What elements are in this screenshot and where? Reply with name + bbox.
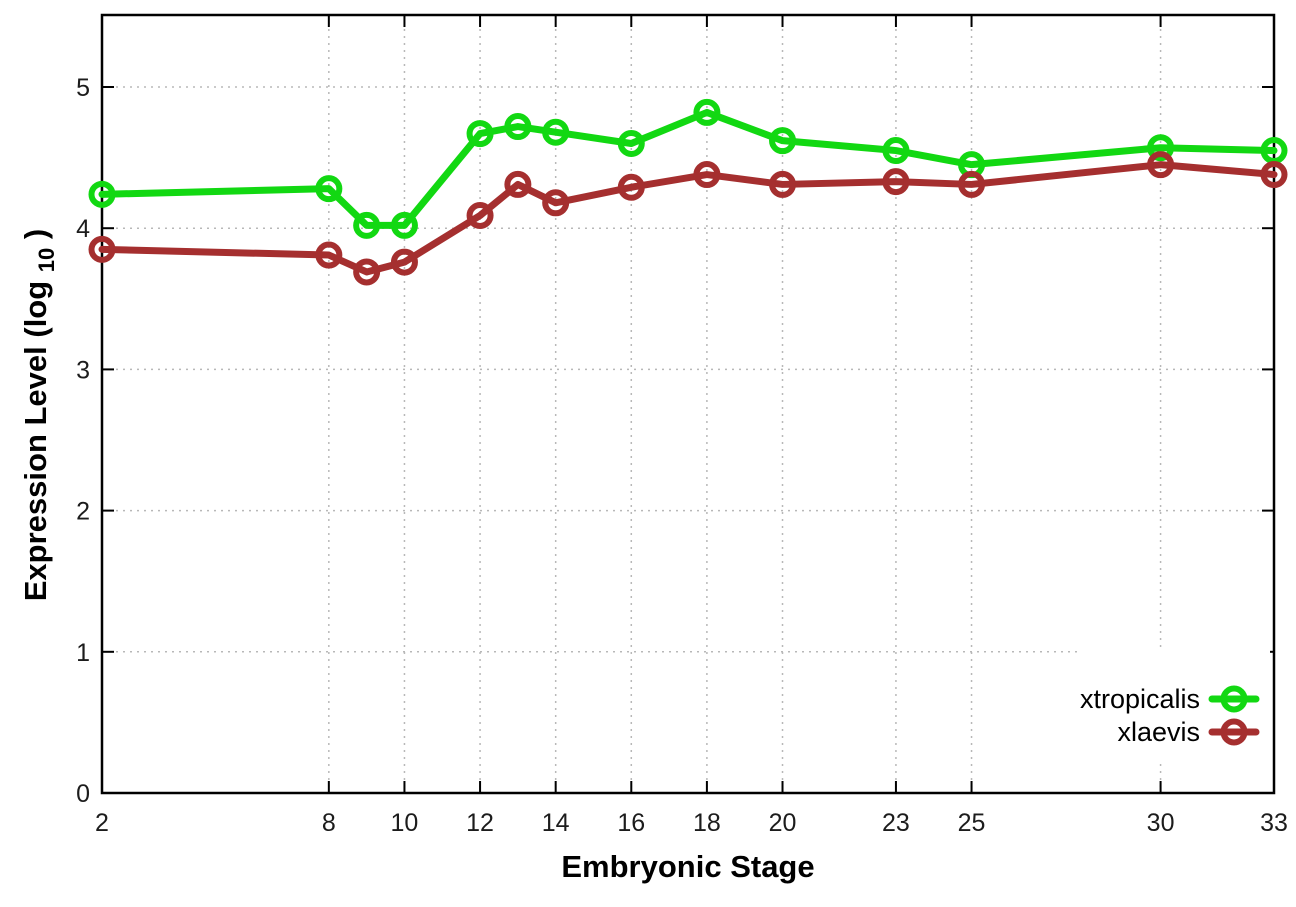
x-tick-label: 10: [391, 809, 419, 837]
data-point-xlaevis-25: [958, 170, 986, 198]
data-point-xtropicalis-33: [1260, 137, 1288, 165]
series-layer: [88, 98, 1288, 286]
series-line-xlaevis: [98, 161, 1278, 276]
y-axis-title-main: Expression Level (log: [18, 281, 53, 601]
legend-label-xtropicalis: xtropicalis: [1080, 684, 1200, 714]
data-point-xtropicalis-10: [390, 211, 418, 239]
data-point-xlaevis-9: [353, 258, 381, 286]
y-tick-label: 1: [76, 639, 90, 667]
y-tick-label: 4: [76, 215, 90, 243]
legend-marker-circle-xlaevis: [1220, 718, 1248, 746]
legend-marker-circle-xtropicalis: [1220, 685, 1248, 713]
data-point-xlaevis-2: [88, 235, 116, 263]
data-point-xtropicalis-2: [88, 180, 116, 208]
data-point-xtropicalis-30: [1147, 134, 1175, 162]
y-tick-label: 0: [76, 780, 90, 808]
data-point-xlaevis-30: [1147, 151, 1175, 179]
x-tick-label: 12: [466, 809, 494, 837]
data-point-xlaevis-10: [390, 248, 418, 276]
plot-border-layer: [100, 13, 1276, 795]
y-tick-label: 3: [76, 356, 90, 384]
data-point-xlaevis-8: [315, 241, 343, 269]
data-point-xlaevis-12: [466, 202, 494, 230]
x-axis-title: Embryonic Stage: [561, 849, 814, 884]
plot-border: [100, 13, 1276, 795]
data-point-xlaevis-18: [693, 161, 721, 189]
x-tick-label: 8: [322, 809, 336, 837]
x-tick-label: 16: [617, 809, 645, 837]
y-axis-title: Expression Level (log 10 ): [18, 229, 61, 602]
y-tick-label: 2: [76, 498, 90, 526]
data-point-xtropicalis-12: [466, 120, 494, 148]
x-tick-label: 33: [1260, 809, 1288, 837]
data-point-xtropicalis-18: [693, 98, 721, 126]
data-point-xlaevis-20: [769, 170, 797, 198]
data-point-xlaevis-14: [542, 189, 570, 217]
x-tick-label: 14: [542, 809, 570, 837]
data-point-xtropicalis-9: [353, 211, 381, 239]
data-point-xtropicalis-20: [769, 127, 797, 155]
data-point-xlaevis-16: [617, 173, 645, 201]
x-tick-label: 30: [1147, 809, 1175, 837]
y-axis-title-end: ): [18, 229, 53, 239]
data-point-xtropicalis-23: [882, 137, 910, 165]
y-axis-title-subscript: 10: [34, 248, 59, 272]
x-tick-label: 2: [95, 809, 109, 837]
x-tick-label: 23: [882, 809, 910, 837]
x-tick-label: 20: [769, 809, 797, 837]
data-point-xtropicalis-13: [504, 113, 532, 141]
data-point-xtropicalis-14: [542, 118, 570, 146]
data-point-xtropicalis-8: [315, 175, 343, 203]
data-point-xlaevis-23: [882, 168, 910, 196]
y-tick-label: 5: [76, 74, 90, 102]
legend-label-xlaevis: xlaevis: [1117, 717, 1200, 747]
data-point-xlaevis-13: [504, 170, 532, 198]
x-tick-label: 25: [958, 809, 986, 837]
data-point-xtropicalis-16: [617, 129, 645, 157]
data-point-xlaevis-33: [1260, 161, 1288, 189]
x-tick-label: 18: [693, 809, 721, 837]
